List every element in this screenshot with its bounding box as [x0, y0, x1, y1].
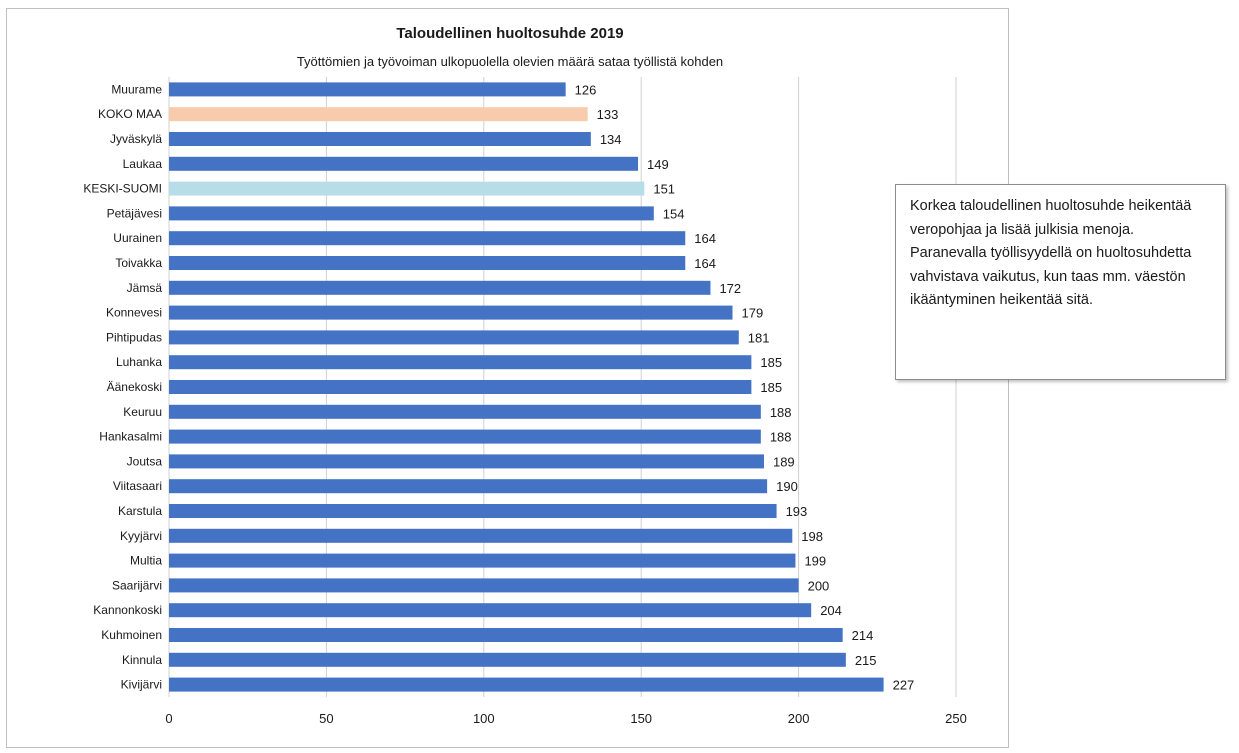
category-label: Viitasaari [113, 479, 162, 493]
category-label: Pihtipudas [106, 330, 162, 344]
data-label: 126 [575, 82, 597, 97]
category-label: Muurame [111, 82, 162, 96]
category-label: Jämsä [127, 281, 163, 295]
bar [169, 156, 639, 171]
bar [169, 132, 591, 146]
bar [169, 677, 884, 692]
data-label: 185 [760, 355, 782, 370]
data-label: 215 [855, 653, 877, 668]
data-label: 190 [776, 479, 798, 494]
data-label: 164 [694, 256, 716, 271]
bar [169, 479, 768, 494]
data-label: 198 [801, 529, 823, 544]
note-text: Korkea taloudellinen huoltosuhde heikent… [910, 198, 1192, 308]
bar [169, 355, 752, 370]
category-label: Toivakka [115, 256, 162, 270]
data-label: 188 [770, 430, 792, 445]
x-tick-label: 100 [473, 711, 495, 726]
bar [169, 628, 843, 642]
bar [169, 603, 812, 618]
bar [169, 206, 654, 221]
bar [169, 553, 796, 568]
bar [169, 256, 686, 270]
category-labels: Muurame KOKO MAA Jyväskylä Laukaa KESKI-SUOM… [83, 82, 162, 691]
bar [169, 504, 777, 518]
category-label: Multia [130, 554, 162, 568]
data-label: 154 [663, 206, 685, 221]
bar [169, 330, 739, 345]
bar [169, 107, 588, 122]
bar-chart: Taloudellinen huoltosuhde 2019 Työttömie… [83, 25, 967, 726]
data-label: 204 [820, 603, 842, 618]
category-label: Kivijärvi [121, 678, 162, 692]
chart-title: Taloudellinen huoltosuhde 2019 [396, 25, 623, 42]
data-label: 179 [741, 306, 763, 321]
x-tick-label: 50 [319, 711, 333, 726]
category-label: KOKO MAA [98, 107, 162, 121]
data-label: 200 [808, 578, 830, 593]
data-label: 188 [770, 405, 792, 420]
bar [169, 380, 752, 394]
category-label: KESKI-SUOMI [83, 182, 162, 196]
x-tick-label: 200 [788, 711, 810, 726]
bar [169, 652, 846, 667]
x-tick-label: 0 [165, 711, 172, 726]
category-label: Uurainen [113, 231, 162, 245]
data-label: 133 [597, 107, 619, 122]
bar [169, 429, 761, 444]
bar [169, 454, 764, 469]
data-label: 181 [748, 330, 770, 345]
data-label: 134 [600, 132, 622, 147]
data-label: 227 [893, 678, 915, 693]
category-label: Karstula [118, 504, 162, 518]
bar [169, 528, 793, 543]
category-label: Kannonkoski [93, 603, 162, 617]
note-box: Korkea taloudellinen huoltosuhde heikent… [895, 184, 1226, 380]
data-label: 149 [647, 157, 669, 172]
bar [169, 280, 711, 295]
data-label: 214 [852, 628, 874, 643]
category-label: Kuhmoinen [101, 628, 162, 642]
bar [169, 231, 686, 246]
data-label: 193 [786, 504, 808, 519]
category-label: Laukaa [123, 157, 163, 171]
data-label: 185 [760, 380, 782, 395]
category-label: Kinnula [122, 653, 162, 667]
data-label: 189 [773, 454, 795, 469]
data-labels: 1261331341491511541641641721791811851851… [575, 82, 915, 692]
category-label: Äänekoski [107, 380, 162, 394]
x-axis-ticks: 0 50 100 150 200 250 [165, 711, 966, 726]
category-label: Konnevesi [106, 306, 162, 320]
category-label: Luhanka [116, 355, 162, 369]
data-label: 199 [804, 554, 826, 569]
category-label: Keuruu [123, 405, 162, 419]
bar [169, 82, 566, 97]
data-label: 172 [719, 281, 741, 296]
category-label: Petäjävesi [107, 206, 162, 220]
data-label: 164 [694, 231, 716, 246]
bar [169, 181, 645, 196]
bar [169, 578, 799, 593]
bar [169, 404, 761, 419]
category-label: Jyväskylä [110, 132, 162, 146]
x-tick-label: 150 [630, 711, 652, 726]
chart-subtitle: Työttömien ja työvoiman ulkopuolella ole… [297, 54, 723, 69]
category-label: Kyyjärvi [120, 529, 162, 543]
category-label: Joutsa [127, 454, 163, 468]
chart-frame: Taloudellinen huoltosuhde 2019 Työttömie… [6, 8, 1009, 748]
x-tick-label: 250 [945, 711, 967, 726]
data-label: 151 [653, 182, 675, 197]
category-label: Saarijärvi [112, 578, 162, 592]
category-label: Hankasalmi [99, 430, 162, 444]
bars [169, 82, 884, 692]
bar [169, 305, 733, 320]
